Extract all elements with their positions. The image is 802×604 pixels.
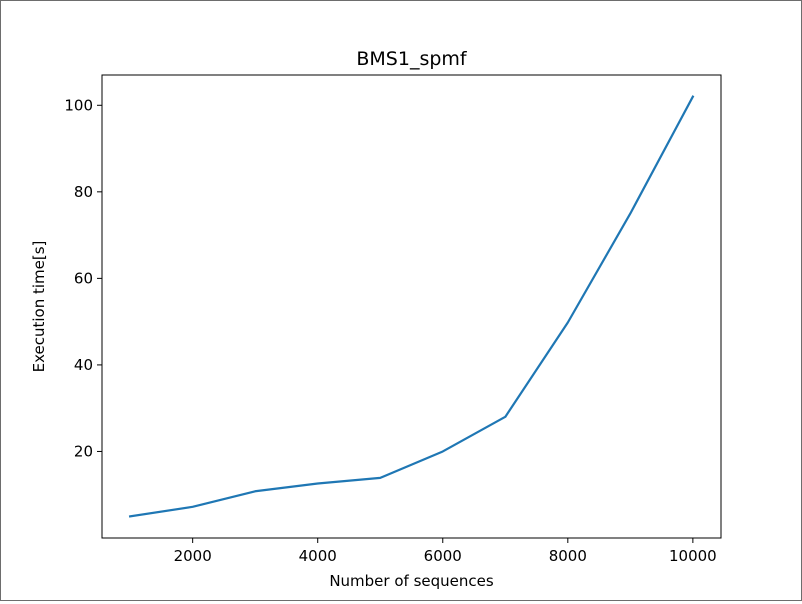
x-tick-label: 6000 — [424, 547, 462, 565]
y-axis-label: Execution time[s] — [30, 241, 48, 373]
y-tick-label: 40 — [74, 356, 93, 374]
plot-area — [101, 74, 722, 539]
y-axis-ticks: 20 40 60 80 100 — [64, 96, 102, 460]
axes-spines — [101, 74, 722, 539]
series-line — [128, 95, 695, 518]
x-tick-label: 2000 — [174, 547, 212, 565]
y-tick-label: 60 — [74, 269, 93, 287]
x-axis-label: Number of sequences — [329, 572, 494, 590]
x-tick-label: 4000 — [299, 547, 337, 565]
x-tick-label: 8000 — [549, 547, 587, 565]
x-axis-ticks: 2000 4000 6000 8000 10000 — [174, 538, 717, 565]
chart-title: BMS1_spmf — [356, 48, 468, 70]
y-tick-label: 100 — [64, 96, 93, 114]
x-tick-label: 10000 — [669, 547, 717, 565]
y-tick-label: 80 — [74, 183, 93, 201]
y-tick-label: 20 — [74, 442, 93, 460]
